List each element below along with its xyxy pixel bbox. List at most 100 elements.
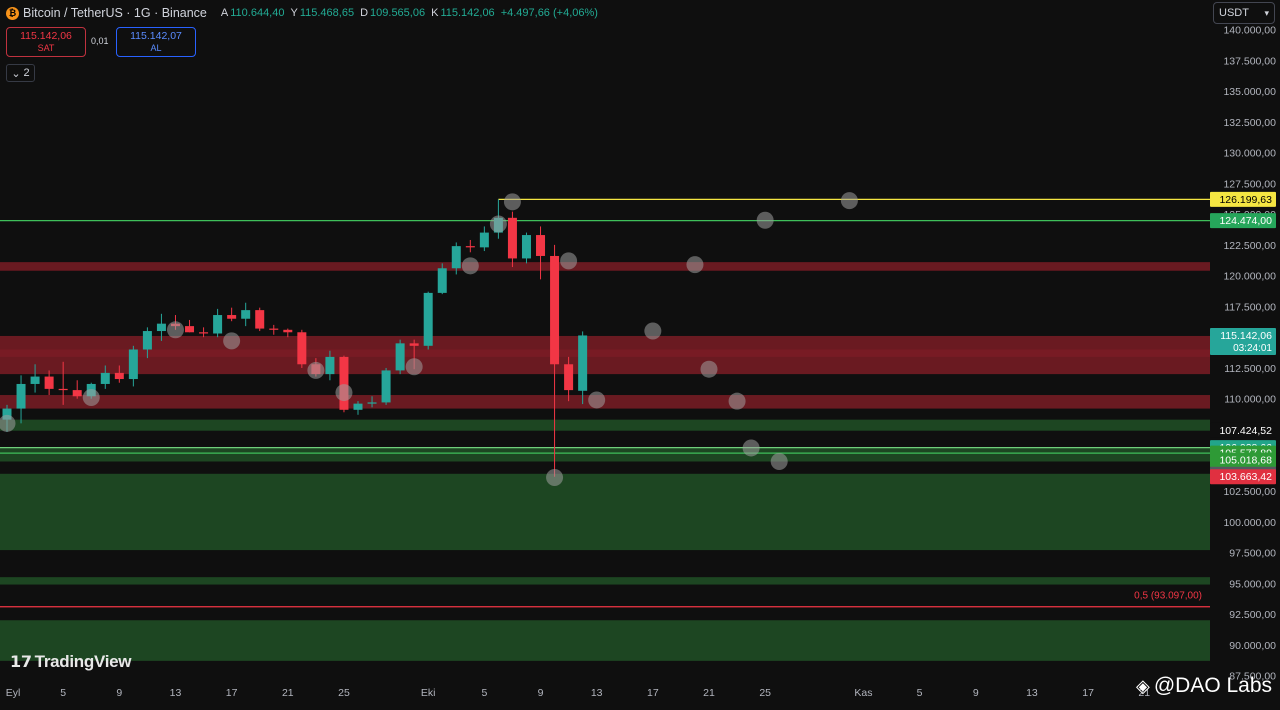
projection-point [686, 256, 704, 274]
projection-point [742, 439, 760, 457]
price-tick-label: 110.000,00 [1224, 394, 1276, 406]
candle-body [199, 332, 209, 334]
candle-body [578, 335, 588, 391]
support-zone [0, 620, 1210, 661]
projection-point [700, 360, 718, 378]
candle-body [213, 315, 223, 334]
candle-body [339, 356, 349, 410]
sell-price: 115.142,06 [20, 30, 72, 42]
support-zone [0, 447, 1210, 462]
symbol-title[interactable]: Bitcoin / TetherUS · 1G · Binance [23, 6, 207, 20]
sell-button[interactable]: 115.142,06 SAT [6, 27, 86, 57]
projection-point [588, 391, 606, 409]
price-label-text: 103.663,42 [1219, 471, 1272, 483]
projection-point [546, 468, 564, 486]
candle-body [100, 372, 110, 384]
time-tick-label: 5 [60, 687, 66, 699]
tradingview-logo: 𝟭𝟳 TradingView [10, 652, 132, 672]
time-tick-label: 21 [282, 687, 294, 699]
price-tick-label: 127.500,00 [1223, 178, 1276, 190]
price-tick-label: 135.000,00 [1223, 86, 1276, 98]
time-tick-label: 5 [917, 687, 923, 699]
candle-body [409, 343, 419, 346]
time-tick-label: 25 [759, 687, 771, 699]
projection-point [223, 332, 241, 350]
price-axis[interactable]: 140.000,00 137.500,00 135.000,00 132.500,00… [1210, 0, 1280, 683]
tradingview-mark-icon: 𝟭𝟳 [10, 654, 32, 671]
candle-body [550, 255, 560, 365]
open-value: 110.644,40 [230, 7, 285, 19]
price-label-text: 115.142,06 [1220, 330, 1272, 342]
candle-body [2, 408, 12, 420]
price-tick-label: 132.500,00 [1223, 117, 1276, 129]
countdown-text: 03:24:01 [1233, 343, 1272, 354]
projection-point [644, 322, 662, 340]
candle-body [381, 370, 391, 403]
open-label: A [220, 7, 229, 19]
resistance-zone [0, 262, 1210, 271]
price-label-text: 105.018,68 [1219, 455, 1272, 467]
fib-level-label: 0,5 (93.097,00) [1134, 591, 1202, 602]
candle-body [325, 356, 335, 375]
projection-point [560, 252, 578, 270]
candle-body [185, 326, 195, 333]
time-tick-label: 13 [1026, 687, 1038, 699]
time-tick-label: 21 [703, 687, 715, 699]
watermark-text: @DAO Labs [1153, 674, 1273, 697]
price-label-text: 126.199,63 [1219, 194, 1272, 206]
chart-area[interactable]: 0,5 (93.097,00) ₿ Bitcoin / TetherUS · 1… [0, 0, 1210, 683]
resistance-zone [0, 349, 1210, 375]
time-tick-label: 17 [647, 687, 659, 699]
price-label-text: 124.474,00 [1219, 215, 1272, 227]
price-chart[interactable]: 0,5 (93.097,00) [0, 0, 1210, 683]
diamond-logo-icon: ◈ [1136, 675, 1150, 696]
candle-body [16, 383, 26, 409]
price-tick-label: 122.500,00 [1223, 240, 1276, 252]
currency-select[interactable]: USDT ▾ [1213, 2, 1275, 24]
projection-point [405, 358, 423, 376]
price-tick-label: 120.000,00 [1223, 271, 1276, 283]
high-label: Y [290, 7, 298, 19]
candle-body [255, 310, 265, 329]
candle-body [156, 323, 166, 332]
candle-body [507, 217, 517, 259]
projection-point [840, 192, 858, 210]
time-tick-label: 9 [116, 687, 122, 699]
buy-price: 115.142,07 [130, 30, 182, 42]
time-tick-label: 9 [973, 687, 979, 699]
candle-body [451, 246, 461, 269]
time-tick-label: 13 [170, 687, 182, 699]
candle-body [72, 390, 82, 397]
candle-body [58, 388, 68, 391]
candle-body [128, 349, 138, 380]
low-value: 109.565,06 [370, 7, 426, 19]
price-tick-label: 140.000,00 [1223, 25, 1276, 37]
projection-point [503, 193, 521, 211]
projection-point [0, 414, 16, 432]
indicator-collapse-button[interactable]: ⌄ 2 [6, 64, 35, 82]
tradingview-wordmark: TradingView [34, 652, 132, 671]
candle-body [30, 376, 40, 384]
price-tick-label: 117.500,00 [1224, 301, 1276, 313]
projection-point [489, 215, 507, 233]
price-label-tag [1210, 191, 1276, 207]
price-tick-label: 102.500,00 [1223, 486, 1276, 498]
candle-body [564, 364, 574, 391]
change-value: +4.497,66 (+4,06%) [500, 7, 598, 19]
indicator-count: 2 [23, 67, 30, 79]
candle-body [227, 315, 237, 319]
chevron-down-icon: ⌄ [11, 67, 21, 80]
candle-body [479, 232, 489, 248]
high-value: 115.468,65 [299, 7, 355, 19]
candle-body [44, 376, 54, 389]
candle-body [269, 328, 279, 330]
time-axis[interactable]: Eyl 5 9 13 17 21 25 Eki 5 9 13 17 21 25 Kas 5 9 13 17 21 [0, 683, 1210, 710]
support-zone [0, 473, 1210, 551]
buy-button[interactable]: 115.142,07 AL [116, 27, 196, 57]
candle-body [521, 235, 531, 259]
candle-body [142, 331, 152, 350]
dao-labs-watermark: ◈ @DAO Labs [1136, 674, 1272, 698]
close-label: K [431, 7, 439, 19]
price-tick-label: 92.500,00 [1229, 609, 1276, 621]
price-tick-label: 130.000,00 [1223, 148, 1276, 160]
